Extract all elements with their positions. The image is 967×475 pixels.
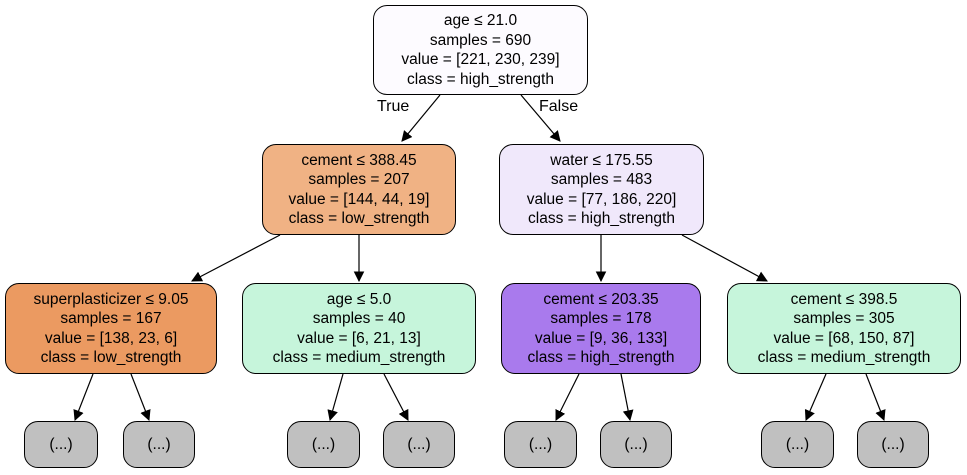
node-condition: cement ≤ 398.5 [790, 290, 898, 308]
node-condition: superplasticizer ≤ 9.05 [33, 290, 189, 308]
node-value: value = [77, 186, 220] [526, 190, 677, 208]
node-value: value = [144, 44, 19] [288, 190, 430, 208]
edge-root-n2 [520, 94, 561, 142]
tree-node-n6: cement ≤ 398.5 samples = 305 value = [68… [727, 283, 961, 374]
tree-node-n1: cement ≤ 388.45 samples = 207 value = [1… [262, 144, 456, 235]
node-class: class = high_strength [528, 210, 675, 227]
truncated-leaf: (...) [123, 421, 195, 468]
truncated-leaf: (...) [287, 421, 360, 468]
node-condition: cement ≤ 388.45 [301, 151, 417, 169]
edge-n6-leaf8 [865, 373, 886, 422]
edge-n4-leaf4 [383, 373, 409, 421]
truncated-leaf: (...) [504, 421, 577, 468]
node-samples: samples = 483 [550, 171, 653, 188]
tree-node-n2: water ≤ 175.55 samples = 483 value = [77… [499, 144, 704, 235]
edge-n3-leaf1 [73, 373, 94, 422]
truncated-leaf: (...) [24, 421, 98, 468]
edge-root-n1 [401, 94, 441, 142]
node-class: class = medium_strength [272, 349, 446, 366]
edge-label-false: False [539, 98, 579, 115]
node-condition: water ≤ 175.55 [550, 151, 653, 169]
tree-node-n3: superplasticizer ≤ 9.05 samples = 167 va… [5, 283, 217, 374]
edge-n1-n3 [191, 234, 281, 282]
edge-n5-leaf5 [555, 373, 580, 421]
node-class: class = medium_strength [757, 349, 931, 366]
tree-node-n4: age ≤ 5.0 samples = 40 value = [6, 21, 1… [242, 283, 476, 374]
node-class: class = low_strength [288, 210, 430, 227]
node-samples: samples = 207 [308, 171, 410, 188]
edge-n6-leaf7 [804, 373, 827, 421]
edge-n5-leaf6 [620, 373, 634, 422]
node-samples: samples = 40 [312, 310, 406, 327]
truncated-leaf: (...) [857, 421, 929, 468]
truncated-leaf: (...) [600, 421, 672, 468]
node-samples: samples = 305 [793, 310, 895, 327]
node-class: class = low_strength [40, 349, 182, 366]
node-samples: samples = 178 [550, 310, 652, 327]
edge-n4-leaf3 [327, 373, 344, 422]
edge-n2-n6 [681, 234, 768, 282]
edge-label-true: True [377, 98, 410, 115]
node-class: class = high_strength [407, 70, 554, 88]
edge-n3-leaf2 [130, 373, 151, 422]
node-condition: age ≤ 21.0 [443, 12, 518, 29]
node-samples: samples = 167 [60, 310, 162, 327]
node-value: value = [6, 21, 13] [297, 329, 421, 347]
node-value: value = [221, 230, 239] [401, 51, 560, 68]
node-condition: age ≤ 5.0 [326, 290, 392, 308]
node-condition: cement ≤ 203.35 [543, 290, 659, 308]
node-samples: samples = 690 [429, 31, 532, 49]
node-value: value = [68, 150, 87] [773, 329, 915, 347]
tree-node-n5: cement ≤ 203.35 samples = 178 value = [9… [501, 283, 701, 374]
truncated-leaf: (...) [383, 421, 455, 468]
truncated-leaf: (...) [761, 421, 834, 468]
tree-node-root: age ≤ 21.0 samples = 690 value = [221, 2… [373, 5, 588, 95]
node-value: value = [9, 36, 133] [534, 329, 668, 347]
node-class: class = high_strength [527, 349, 675, 366]
node-value: value = [138, 23, 6] [44, 329, 178, 347]
